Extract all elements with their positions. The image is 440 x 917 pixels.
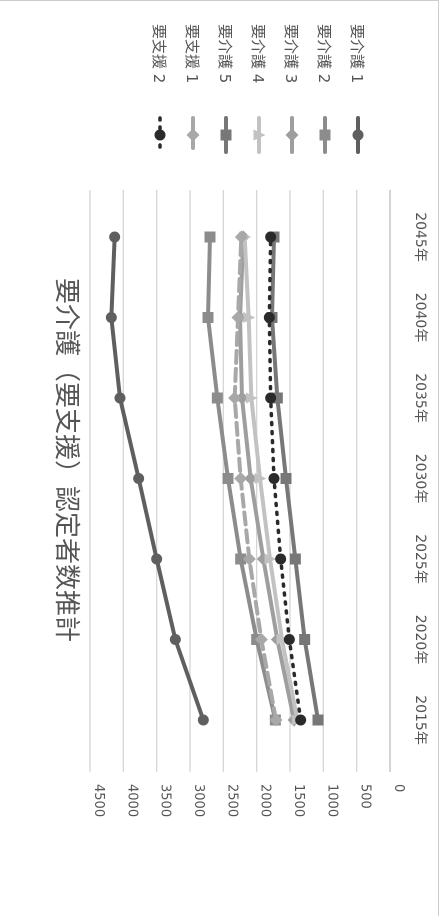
series-6 [228, 230, 283, 727]
y-tick-label: 1500 [291, 784, 306, 817]
data-point [295, 714, 307, 726]
data-point [109, 231, 121, 243]
data-point [268, 473, 280, 484]
legend-item: 要介護 4 [249, 24, 267, 154]
x-tick-label: 2025年 [412, 534, 428, 584]
legend-marker [319, 129, 331, 141]
legend-marker [220, 129, 232, 141]
y-tick-label: 4500 [91, 784, 106, 817]
data-point [234, 230, 248, 244]
series-1 [105, 231, 209, 726]
legend-item: 要介護 5 [216, 24, 234, 154]
legend-label: 要介護 1 [348, 24, 366, 83]
y-tick-label: 2500 [224, 784, 239, 817]
data-point [244, 472, 258, 485]
legend-item: 要支援 1 [183, 24, 201, 154]
data-point [254, 633, 268, 646]
legend-marker [352, 129, 364, 141]
data-point [105, 312, 117, 323]
x-tick-label: 2045年 [412, 212, 428, 262]
data-point [169, 634, 181, 645]
data-point [265, 392, 277, 404]
data-point [275, 553, 287, 565]
data-point [276, 634, 289, 645]
data-point [242, 552, 256, 566]
data-point [235, 553, 247, 565]
y-tick-label: 0 [391, 784, 406, 792]
y-tick-label: 3000 [191, 784, 206, 817]
data-point [235, 391, 249, 405]
legend-label: 要支援 2 [150, 24, 168, 83]
legend-label: 要介護 2 [315, 24, 333, 83]
data-point [312, 714, 324, 726]
y-tick-label: 500 [358, 784, 373, 809]
legend-marker [154, 129, 166, 141]
legend-item: 要介護 1 [348, 24, 366, 154]
data-point [202, 312, 214, 323]
data-point [228, 391, 242, 405]
legend-label: 要介護 3 [282, 24, 300, 83]
data-point [271, 392, 283, 404]
data-point [280, 473, 292, 484]
x-tick-label: 2035年 [412, 373, 428, 423]
data-point [114, 392, 126, 404]
series-7 [263, 231, 307, 726]
data-point [234, 472, 248, 485]
y-tick-label: 2000 [258, 784, 273, 817]
data-point [204, 231, 216, 243]
y-tick-label: 1000 [324, 784, 339, 817]
data-point [263, 312, 275, 323]
legend-marker [253, 129, 266, 141]
data-point [264, 553, 277, 565]
legend-label: 要介護 5 [216, 24, 234, 83]
data-point [245, 392, 258, 404]
data-point [299, 634, 311, 645]
data-point [265, 231, 277, 243]
x-tick-label: 2015年 [412, 695, 428, 745]
legend-label: 要支援 1 [183, 24, 201, 83]
legend-item: 要介護 3 [282, 24, 300, 154]
legend-marker [285, 128, 299, 142]
data-point [283, 634, 295, 645]
data-point [269, 713, 283, 727]
data-point [211, 392, 223, 404]
chart-title: 要介護（要支援）認定者数推計 [51, 278, 81, 642]
data-point [243, 312, 256, 323]
legend-label: 要介護 4 [249, 24, 267, 83]
data-point [151, 553, 163, 565]
data-point [133, 473, 145, 484]
legend-marker [186, 128, 200, 142]
y-tick-label: 4000 [124, 784, 139, 817]
y-tick-label: 3500 [158, 784, 173, 817]
legend-item: 要介護 2 [315, 24, 333, 154]
data-point [254, 473, 267, 484]
x-tick-label: 2020年 [412, 615, 428, 665]
x-tick-label: 2040年 [412, 293, 428, 343]
data-point [197, 714, 209, 726]
legend-item: 要支援 2 [150, 24, 168, 154]
data-point [289, 553, 301, 565]
x-tick-label: 2030年 [412, 454, 428, 504]
data-point [222, 473, 234, 484]
data-point [231, 311, 245, 324]
